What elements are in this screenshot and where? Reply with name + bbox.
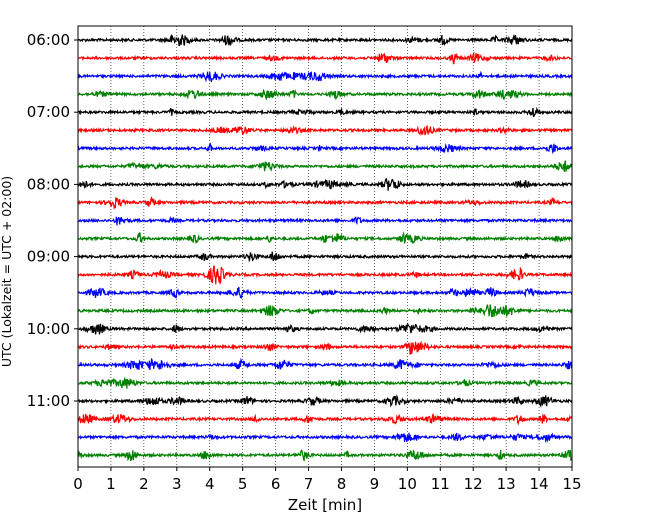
- seismic-trace-10:45: [77, 377, 573, 389]
- x-tick-label: 11: [431, 475, 450, 493]
- seismic-trace-10:30: [77, 357, 573, 371]
- seismic-trace-10:15: [77, 340, 573, 356]
- seismic-trace-11:00: [77, 394, 573, 408]
- seismic-trace-06:15: [77, 51, 573, 65]
- x-tick-label: 9: [370, 475, 380, 493]
- seismic-trace-09:45: [77, 304, 573, 318]
- x-tick-label: 5: [238, 475, 248, 493]
- x-axis: 0 1 2 3 4 5 6 7 8 9 10 11 12 13 14 15: [73, 467, 582, 493]
- trace-group: [77, 33, 573, 462]
- x-tick-label: 1: [106, 475, 116, 493]
- y-tick-label: 09:00: [27, 248, 70, 266]
- seismic-trace-06:45: [77, 88, 573, 101]
- x-tick-label: 6: [271, 475, 281, 493]
- seismic-trace-08:45: [77, 231, 573, 245]
- seismic-trace-09:00: [77, 251, 573, 263]
- x-tick-label: 14: [530, 475, 549, 493]
- y-tick-label: 10:00: [27, 320, 70, 338]
- y-tick-label: 11:00: [27, 392, 70, 410]
- x-tick-label: 2: [139, 475, 149, 493]
- seismic-trace-09:15: [77, 265, 573, 286]
- x-tick-label: 7: [304, 475, 314, 493]
- y-tick-label: 06:00: [27, 31, 70, 49]
- seismic-trace-07:30: [77, 142, 573, 155]
- x-tick-label: 10: [398, 475, 417, 493]
- seismic-trace-09:30: [77, 286, 573, 299]
- seismic-trace-07:15: [77, 124, 573, 136]
- seismic-trace-08:30: [77, 215, 573, 226]
- seismic-trace-07:00: [77, 106, 573, 118]
- seismic-trace-11:30: [77, 432, 573, 444]
- seismic-trace-07:45: [77, 160, 573, 172]
- seismic-trace-10:00: [77, 322, 573, 335]
- x-tick-label: 15: [562, 475, 581, 493]
- x-tick-label: 12: [464, 475, 483, 493]
- y-axis-label: UTC (Lokalzeit = UTC + 02:00): [0, 176, 14, 367]
- seismic-trace-08:15: [77, 196, 573, 210]
- seismic-trace-11:45: [77, 449, 573, 462]
- x-tick-label: 13: [497, 475, 516, 493]
- y-tick-label: 08:00: [27, 175, 70, 193]
- seismic-trace-11:15: [77, 412, 573, 426]
- seismic-trace-06:00: [77, 33, 573, 47]
- x-tick-label: 0: [73, 475, 83, 493]
- y-tick-label: 07:00: [27, 103, 70, 121]
- seismic-trace-08:00: [77, 177, 573, 191]
- x-tick-label: 3: [172, 475, 182, 493]
- seismic-trace-06:30: [77, 70, 573, 83]
- x-tick-label: 4: [205, 475, 215, 493]
- plot-frame: [77, 25, 573, 468]
- y-axis: 06:00 07:00 08:00 09:00 10:00 11:00: [27, 31, 78, 410]
- x-tick-label: 8: [337, 475, 347, 493]
- x-axis-label: Zeit [min]: [288, 496, 362, 514]
